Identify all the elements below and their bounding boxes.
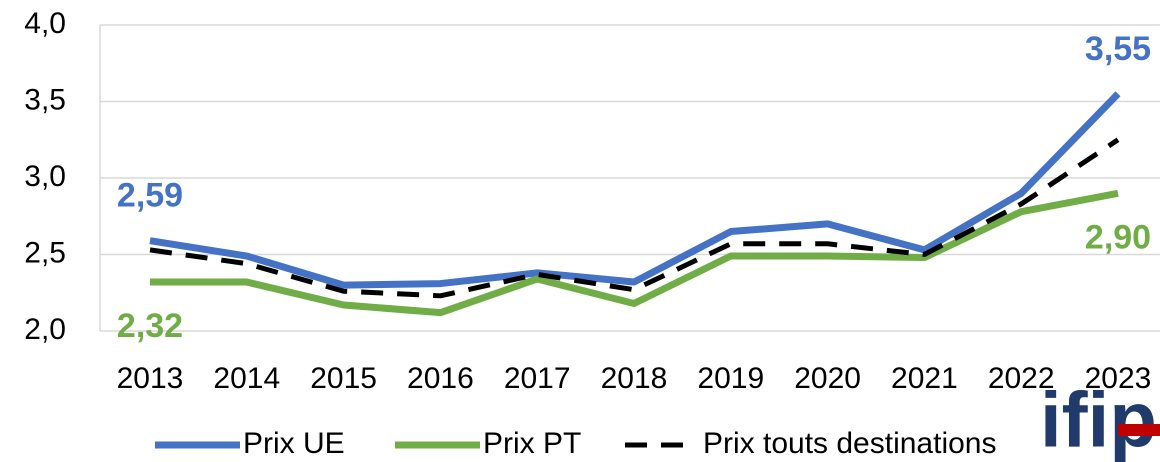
x-tick-label: 2023 — [1085, 362, 1152, 395]
data-label: 2,32 — [117, 307, 183, 345]
series-line — [149, 137, 1120, 299]
x-tick-label: 2022 — [988, 362, 1055, 395]
x-tick-label: 2015 — [310, 362, 377, 395]
y-tick-label: 3,0 — [24, 160, 66, 193]
y-tick-label: 4,0 — [24, 7, 66, 40]
x-tick-label: 2020 — [794, 362, 861, 395]
data-label: 2,59 — [117, 177, 183, 215]
x-tick-label: 2016 — [407, 362, 474, 395]
logo: ifip — [1040, 376, 1157, 462]
x-tick-label: 2013 — [117, 362, 184, 395]
legend-label: Prix UE — [243, 427, 345, 460]
x-tick-label: 2019 — [697, 362, 764, 395]
data-label: 2,90 — [1085, 218, 1151, 256]
y-tick-label: 2,5 — [24, 236, 66, 269]
x-tick-label: 2014 — [213, 362, 280, 395]
y-tick-label: 3,5 — [24, 83, 66, 116]
legend-label: Prix touts destinations — [703, 427, 996, 460]
data-label: 3,55 — [1085, 30, 1151, 68]
series-line — [150, 189, 1119, 317]
x-tick-label: 2021 — [891, 362, 958, 395]
logo-bar — [1118, 424, 1160, 436]
y-tick-label: 2,0 — [24, 313, 66, 346]
x-tick-label: 2017 — [504, 362, 571, 395]
series-line — [149, 91, 1121, 289]
x-tick-label: 2018 — [601, 362, 668, 395]
legend-label: Prix PT — [483, 427, 581, 460]
